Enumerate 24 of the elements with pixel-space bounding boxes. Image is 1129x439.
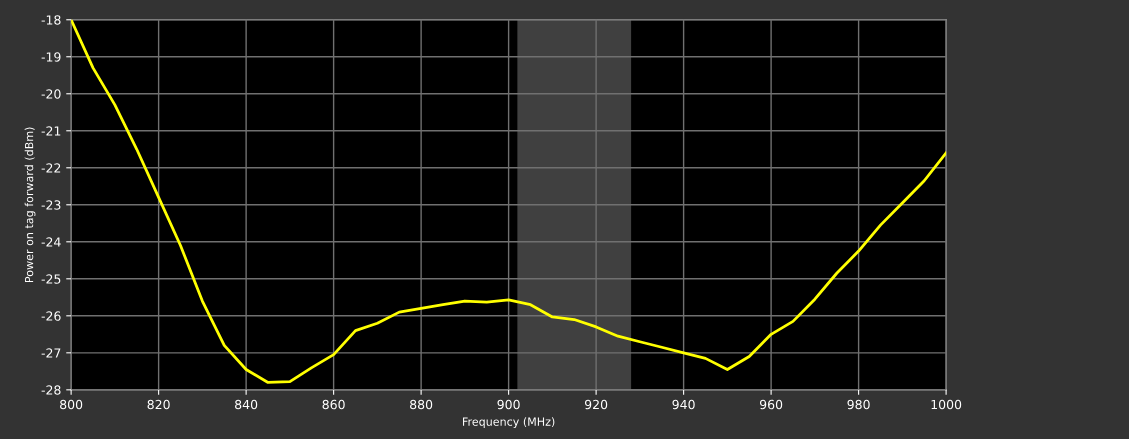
x-tick-label: 800 <box>60 399 83 410</box>
x-tick-label: 900 <box>497 399 520 410</box>
x-tick-label: 920 <box>584 399 608 410</box>
x-tick-label: 860 <box>322 399 345 410</box>
y-tick-label: -26 <box>41 311 61 321</box>
x-axis-title: Frequency (MHz) <box>463 417 555 428</box>
y-tick-label: -24 <box>41 237 61 247</box>
y-tick-label: -19 <box>41 52 61 62</box>
y-tick-label: -21 <box>41 126 61 136</box>
x-tick-label: 840 <box>235 399 258 410</box>
x-tick-label: 980 <box>847 399 870 410</box>
y-tick-label: -20 <box>41 89 61 99</box>
x-tick-label: 820 <box>147 399 170 410</box>
x-tick-label: 960 <box>759 399 783 410</box>
y-tick-label: -22 <box>41 163 61 173</box>
y-tick-label: -18 <box>41 15 61 25</box>
x-tick-label: 940 <box>672 399 695 410</box>
y-axis-title: Power on tag forward (dBm) <box>24 127 36 282</box>
y-tick-label: -27 <box>41 348 61 358</box>
y-tick-label: -23 <box>41 200 61 210</box>
x-tick-label: 1000 <box>931 399 962 410</box>
x-tick-label: 880 <box>410 399 433 410</box>
y-tick-label: -28 <box>41 385 61 395</box>
y-tick-label: -25 <box>41 274 61 284</box>
